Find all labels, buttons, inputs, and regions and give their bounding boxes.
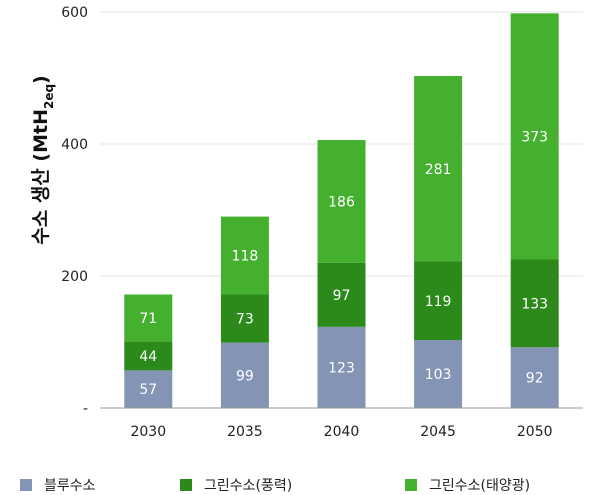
data-label: 119: [425, 294, 452, 310]
legend-swatch: [20, 479, 32, 491]
bar-segment: [317, 140, 366, 263]
data-label: 44: [139, 349, 157, 365]
legend: 블루수소 그린수소(풍력) 그린수소(태양광): [20, 478, 530, 494]
bar-segment: [414, 340, 463, 408]
data-label: 373: [521, 129, 548, 145]
y-tick-label: 600: [61, 5, 88, 21]
legend-label: 블루수소: [44, 478, 96, 494]
data-label: 186: [328, 194, 355, 210]
bar-segment: [124, 294, 173, 342]
legend-swatch: [180, 479, 192, 491]
bar-segment: [124, 341, 173, 371]
y-axis-title-main: 수소 생산 (MtH: [30, 109, 52, 245]
axes: - 200 400 600 2030 2035 2040 2045 2050: [61, 5, 583, 440]
bar-segment: [317, 326, 366, 408]
y-axis-title: 수소 생산 (MtH2eq): [30, 75, 56, 245]
data-label: 97: [333, 288, 351, 304]
bar-segment: [510, 347, 559, 408]
data-label: 92: [526, 371, 544, 387]
x-tick-label: 2040: [324, 424, 360, 440]
data-label: 133: [521, 296, 548, 312]
x-tick-label: 2030: [130, 424, 166, 440]
bars: 57 44 71 99 73 118 123 97 186 103 119 281 92 133 373: [124, 13, 559, 408]
y-tick-label: 400: [61, 137, 88, 153]
bar-segment: [414, 261, 463, 341]
x-tick-label: 2035: [227, 424, 263, 440]
data-label: 71: [139, 311, 157, 327]
bar-segment: [220, 294, 269, 343]
legend-swatch: [405, 479, 417, 491]
data-label: 103: [425, 367, 452, 383]
data-label: 123: [328, 360, 355, 376]
data-label: 118: [232, 249, 259, 265]
bar-segment: [414, 76, 463, 262]
y-axis-title-end: ): [30, 75, 52, 84]
bar-segment: [124, 370, 173, 408]
data-label: 57: [139, 382, 157, 398]
data-label: 73: [236, 312, 254, 328]
legend-label: 그린수소(풍력): [204, 478, 292, 494]
bar-segment: [220, 342, 269, 408]
y-tick-label: -: [83, 401, 88, 417]
bar-segment: [510, 259, 559, 348]
legend-label: 그린수소(태양광): [429, 478, 530, 494]
bar-segment: [220, 216, 269, 295]
data-label: 281: [425, 162, 452, 178]
data-label: 99: [236, 368, 254, 384]
x-tick-label: 2050: [517, 424, 553, 440]
bar-segment: [317, 262, 366, 327]
y-axis-title-subscript: 2eq: [42, 84, 56, 109]
y-tick-label: 200: [61, 269, 88, 285]
x-tick-label: 2045: [420, 424, 456, 440]
bar-segment: [510, 13, 559, 260]
